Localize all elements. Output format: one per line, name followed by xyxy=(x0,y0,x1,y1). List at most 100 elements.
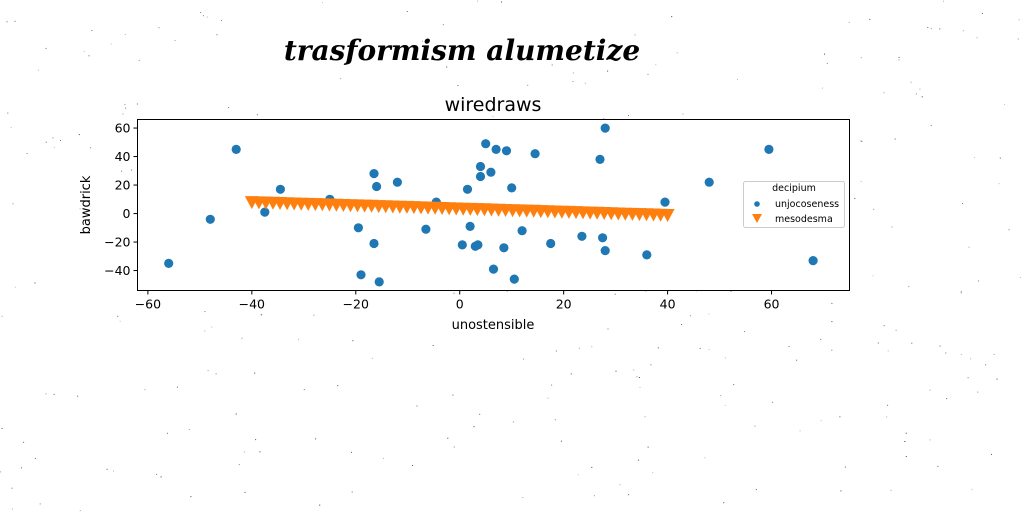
noise-dot xyxy=(733,384,735,386)
noise-dot xyxy=(844,466,846,468)
legend: decipium unjocoseness mesodesma xyxy=(743,181,845,228)
noise-dot xyxy=(117,315,119,317)
noise-dot xyxy=(720,395,722,397)
point-unjocoseness xyxy=(642,250,652,260)
point-unjocoseness xyxy=(491,144,501,154)
noise-dot xyxy=(634,34,636,36)
noise-dot xyxy=(831,321,833,323)
noise-dot xyxy=(190,496,192,498)
noise-dot xyxy=(260,314,262,316)
chart-title: wiredraws xyxy=(445,94,542,116)
point-unjocoseness xyxy=(499,243,509,253)
noise-dot xyxy=(79,510,81,512)
noise-dot xyxy=(676,52,678,54)
x-tick-label: −20 xyxy=(343,297,369,312)
noise-dot xyxy=(560,440,562,442)
noise-dot xyxy=(973,157,975,158)
noise-dot xyxy=(220,20,222,21)
noise-dot xyxy=(351,451,352,453)
point-unjocoseness xyxy=(392,177,402,187)
noise-dot xyxy=(887,404,889,406)
noise-dot xyxy=(960,292,962,294)
noise-dot xyxy=(303,389,305,391)
legend-label-unjocoseness: unjocoseness xyxy=(775,199,839,210)
noise-dot xyxy=(322,2,323,4)
noise-dot xyxy=(446,66,448,68)
noise-dot xyxy=(542,51,544,53)
noise-dot xyxy=(6,21,8,23)
legend-box xyxy=(743,181,845,228)
noise-dot xyxy=(799,430,801,432)
point-unjocoseness xyxy=(473,240,483,250)
noise-dot xyxy=(737,79,738,81)
noise-dot xyxy=(528,322,529,323)
point-unjocoseness xyxy=(488,264,499,274)
noise-dot xyxy=(382,457,384,459)
noise-dot xyxy=(681,324,683,325)
noise-dot xyxy=(211,326,213,328)
noise-dot xyxy=(877,342,879,344)
noise-dot xyxy=(820,338,822,340)
noise-dot xyxy=(946,398,948,400)
point-unjocoseness xyxy=(275,184,285,194)
noise-dot xyxy=(11,508,13,510)
noise-dot xyxy=(447,437,449,439)
y-tick-label: −20 xyxy=(104,235,130,250)
noise-dot xyxy=(1,427,3,429)
point-unjocoseness xyxy=(546,238,556,249)
noise-dot xyxy=(453,292,455,294)
noise-dot xyxy=(724,404,726,406)
x-tick-label: 60 xyxy=(764,297,780,312)
noise-dot xyxy=(636,376,638,378)
noise-dot xyxy=(416,405,418,407)
noise-dot xyxy=(10,127,12,129)
noise-dot xyxy=(554,419,556,421)
point-unjocoseness xyxy=(704,177,714,187)
point-unjocoseness xyxy=(372,181,382,192)
x-tick-label: 0 xyxy=(456,297,464,312)
series-mesodesma xyxy=(244,196,675,222)
noise-dot xyxy=(337,385,339,387)
noise-dot xyxy=(591,346,593,348)
point-unjocoseness xyxy=(356,270,366,280)
noise-dot xyxy=(313,314,315,316)
point-unjocoseness xyxy=(231,144,241,154)
chart-suptitle: trasformism alumetize xyxy=(284,34,640,67)
noise-dot xyxy=(1019,277,1021,279)
noise-dot xyxy=(939,345,941,347)
noise-dot xyxy=(937,465,939,467)
point-unjocoseness xyxy=(164,258,174,268)
noise-dot xyxy=(53,393,55,395)
noise-dot xyxy=(655,64,657,66)
noise-dot xyxy=(551,384,553,386)
noise-dot xyxy=(647,446,649,448)
noise-dot xyxy=(319,504,321,506)
noise-dot xyxy=(724,357,726,359)
noise-dot xyxy=(962,203,964,205)
noise-dot xyxy=(45,47,47,49)
y-tick-label: 0 xyxy=(123,206,131,221)
noise-dot xyxy=(523,358,524,360)
noise-dot xyxy=(122,113,124,115)
point-unjocoseness xyxy=(577,231,587,241)
noise-dot xyxy=(962,30,964,32)
noise-dot xyxy=(203,15,204,17)
noise-dot xyxy=(894,138,896,140)
y-tick-label: −40 xyxy=(104,263,130,278)
noise-dot xyxy=(340,78,342,80)
noise-dot xyxy=(257,300,259,302)
noise-dot xyxy=(943,0,944,2)
noise-dot xyxy=(572,72,574,74)
noise-dot xyxy=(848,21,850,23)
noise-dot xyxy=(840,490,842,492)
x-tick-label: −40 xyxy=(239,297,265,312)
noise-dot xyxy=(831,349,833,351)
point-unjocoseness xyxy=(501,146,512,156)
noise-dot xyxy=(977,391,979,393)
noise-dot xyxy=(259,451,261,453)
noise-dot xyxy=(699,348,701,349)
point-unjocoseness xyxy=(481,139,491,149)
noise-dot xyxy=(730,290,732,292)
